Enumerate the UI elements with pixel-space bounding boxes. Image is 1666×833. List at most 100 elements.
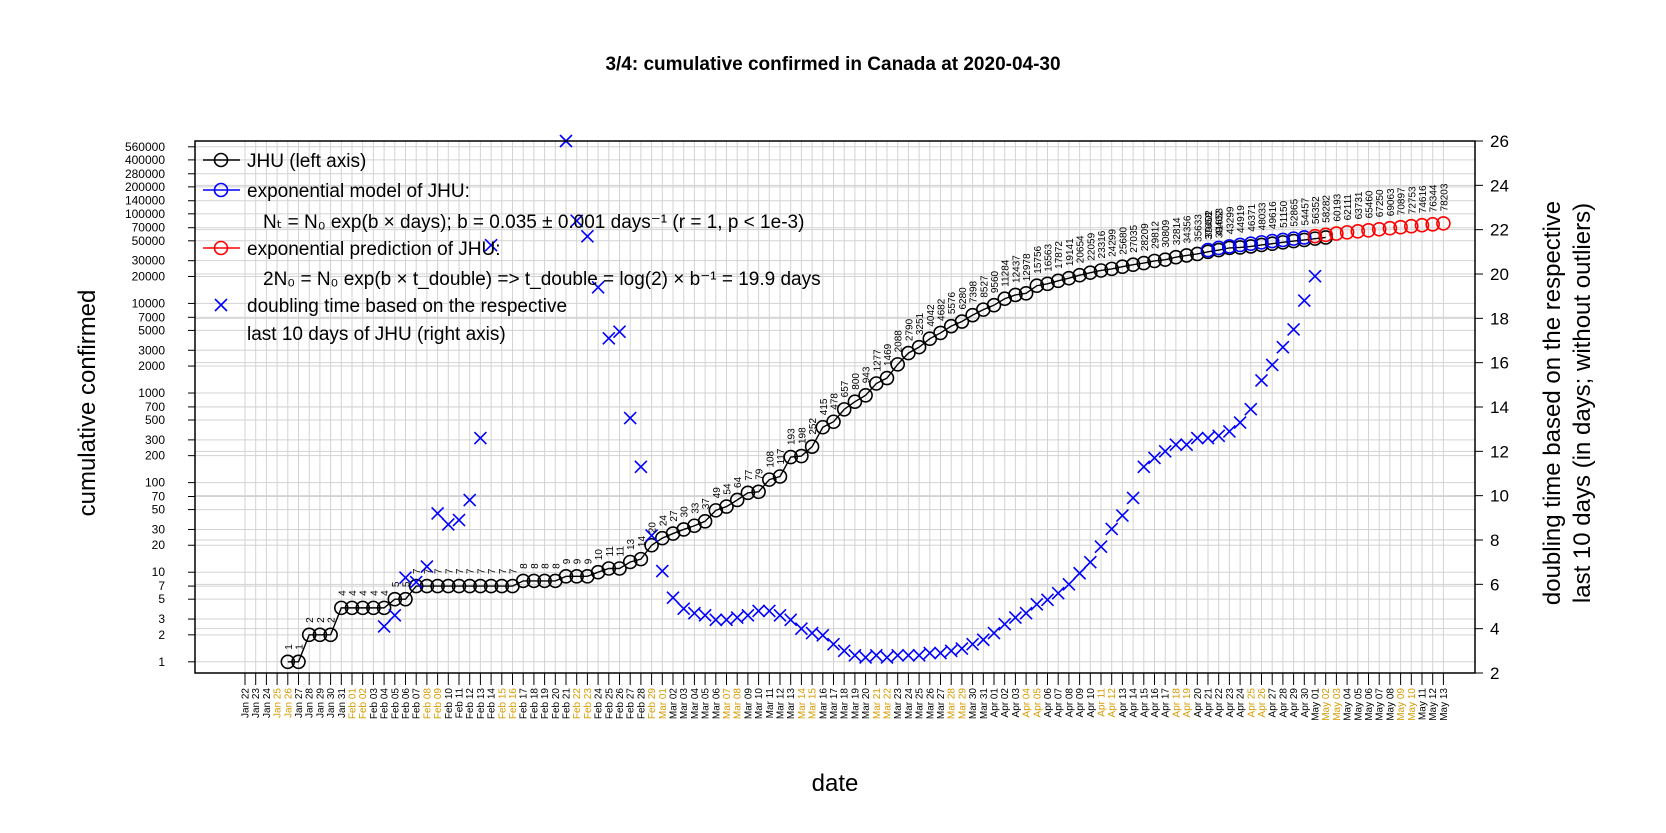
legend-label: exponential prediction of JHU:: [247, 239, 500, 260]
data-label: 2: [316, 617, 327, 623]
data-label: 58282: [1322, 195, 1333, 223]
x-tick-label: Apr 06: [1043, 688, 1054, 718]
data-label: 74616: [1418, 185, 1429, 213]
x-tick-label: Jan 23: [251, 688, 262, 718]
data-point-jhu: [398, 591, 413, 607]
data-label: 2088: [894, 330, 905, 353]
x-tick-label: Mar 31: [979, 688, 990, 720]
legend-label: exponential model of JHU:: [247, 181, 470, 202]
doubling-time-point: [1233, 415, 1247, 430]
x-tick-label: Apr 23: [1225, 688, 1236, 718]
x-tick-label: Feb 08: [422, 688, 433, 720]
data-point-jhu: [1179, 248, 1194, 263]
data-point-jhu: [986, 297, 1002, 313]
data-label: 9: [583, 558, 594, 564]
data-label: 4: [380, 590, 391, 596]
doubling-time-point: [912, 648, 926, 662]
doubling-time-point: [623, 411, 637, 425]
data-label: 8527: [979, 275, 990, 298]
doubling-time-point: [698, 608, 712, 622]
x-tick-label: Mar 30: [968, 688, 979, 720]
doubling-time-point: [1297, 294, 1311, 308]
data-point-jhu: [280, 654, 296, 670]
doubling-time-point: [645, 529, 659, 543]
data-label: 16563: [1044, 244, 1055, 272]
x-tick-label: May 01: [1311, 688, 1322, 721]
x-tick-label: Mar 05: [701, 688, 712, 720]
x-tick-label: Apr 28: [1278, 688, 1289, 718]
data-label: 193: [787, 428, 798, 445]
data-point-jhu: [697, 514, 713, 529]
doubling-time-point: [1115, 509, 1129, 523]
doubling-time-point: [773, 608, 787, 622]
data-point-jhu: [430, 578, 445, 594]
x-tick-label: May 12: [1428, 688, 1439, 721]
x-tick-label: May 07: [1375, 688, 1386, 721]
data-point-model: [1286, 231, 1301, 246]
data-label: 7398: [969, 280, 980, 303]
data-label: 39402: [1215, 210, 1226, 238]
data-label: 69063: [1386, 188, 1397, 216]
data-label: 35633: [1193, 214, 1204, 242]
data-point-jhu: [1072, 267, 1087, 283]
data-point-jhu: [633, 551, 649, 567]
data-point-jhu: [1115, 259, 1130, 275]
data-point-jhu: [997, 291, 1013, 307]
data-point-jhu: [376, 600, 392, 616]
y-tick-label: 10: [152, 565, 166, 579]
doubling-time-point: [752, 604, 766, 618]
x-tick-label: Feb 09: [433, 688, 444, 720]
x-tick-label: Mar 08: [733, 688, 744, 720]
x-tick-label: Apr 16: [1150, 688, 1161, 718]
data-point-jhu: [847, 394, 863, 410]
x-tick-label: Apr 21: [1204, 688, 1215, 718]
data-label: 49: [712, 487, 723, 499]
y-tick-label: 2000: [138, 359, 165, 373]
data-point-jhu: [911, 339, 927, 355]
x-tick-label: Feb 18: [529, 688, 540, 720]
y-tick-label: 70000: [132, 221, 166, 235]
data-label: 4: [359, 590, 370, 596]
doubling-time-point: [987, 626, 1001, 640]
x-tick-label: Jan 26: [283, 688, 294, 718]
x-tick-label: Mar 09: [743, 688, 754, 720]
doubling-time-point: [1180, 438, 1194, 452]
y2-tick-label: 26: [1490, 132, 1509, 151]
data-point-model: [1264, 233, 1280, 249]
doubling-time-point: [431, 506, 445, 520]
x-tick-label: Feb 10: [444, 688, 455, 720]
x-tick-label: Jan 22: [241, 688, 252, 718]
data-label: 11: [616, 546, 627, 557]
x-tick-label: Mar 15: [808, 688, 819, 720]
data-label: 8: [519, 563, 530, 569]
grid: [195, 140, 1475, 674]
data-label: 17872: [1054, 241, 1065, 269]
x-tick-label: Apr 18: [1171, 688, 1182, 718]
data-point-jhu: [408, 578, 424, 594]
x-tick-label: Apr 07: [1054, 688, 1065, 718]
x-tick-label: Feb 19: [540, 688, 551, 720]
data-point-jhu: [1104, 261, 1119, 277]
doubling-time-point: [880, 650, 894, 665]
doubling-time-point: [398, 571, 413, 585]
x-tick-label: Apr 25: [1246, 688, 1257, 718]
data-label: 8: [530, 563, 541, 569]
y2-tick-label: 10: [1490, 487, 1509, 506]
data-label: 7: [455, 568, 466, 574]
data-point-jhu: [954, 314, 970, 329]
x-tick-label: Apr 09: [1075, 688, 1086, 718]
data-label: 7: [423, 568, 434, 574]
x-tick-label: Feb 28: [636, 688, 647, 720]
x-tick-label: Feb 03: [369, 688, 380, 720]
doubling-time-point: [602, 331, 616, 345]
y-tick-label: 300: [145, 433, 165, 447]
doubling-time-point: [1244, 402, 1258, 416]
y-tick-label: 20000: [132, 269, 166, 283]
y2-tick-label: 6: [1490, 575, 1499, 594]
doubling-time-point: [923, 646, 937, 660]
legend-label: doubling time based on the respective: [247, 296, 567, 317]
x-tick-label: Feb 17: [519, 688, 530, 720]
x-tick-label: Mar 04: [690, 688, 701, 720]
doubling-time-point: [473, 431, 487, 445]
doubling-time-point: [955, 642, 969, 656]
